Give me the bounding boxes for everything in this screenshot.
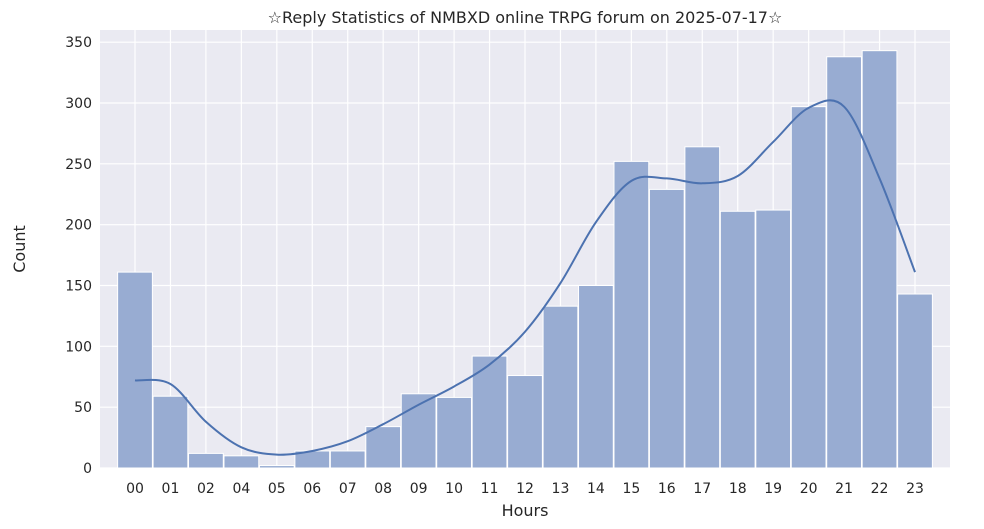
chart-title: ☆Reply Statistics of NMBXD online TRPG f… [268, 8, 783, 27]
histogram-bar [648, 188, 685, 469]
x-tick-label: 15 [622, 481, 640, 497]
y-tick-label: 200 [65, 218, 92, 234]
x-tick-label: 10 [445, 481, 463, 497]
x-tick-label: 20 [800, 481, 818, 497]
histogram-bar [400, 393, 437, 469]
histogram-bar [188, 452, 224, 469]
x-tick-label: 18 [729, 481, 747, 497]
histogram-bar [790, 106, 827, 469]
histogram-bar [471, 355, 508, 469]
histogram-bar [719, 210, 756, 469]
y-tick-labels: 0 50 100 150 200 250 300 350 [65, 35, 92, 477]
x-tick-label: 17 [693, 481, 711, 497]
y-tick-label: 100 [65, 339, 92, 355]
histogram-bar [897, 293, 933, 469]
x-tick-label: 11 [481, 481, 499, 497]
histogram-bar [329, 450, 366, 469]
y-tick-label: 350 [65, 35, 92, 51]
x-tick-label: 06 [303, 481, 321, 497]
x-tick-label: 21 [835, 481, 853, 497]
histogram-bar [117, 271, 153, 469]
x-tick-labels: 00 01 02 04 05 06 07 08 09 10 11 12 13 14 15 16 17 18 19 20… [126, 481, 924, 497]
x-tick-label: 07 [339, 481, 357, 497]
x-tick-label: 12 [516, 481, 534, 497]
histogram-bar [684, 146, 721, 469]
x-tick-label: 23 [906, 481, 924, 497]
histogram-bar [755, 209, 792, 469]
x-tick-label: 05 [268, 481, 286, 497]
y-axis-label: Count [10, 225, 29, 273]
histogram-bar [507, 375, 543, 469]
x-tick-label: 01 [162, 481, 180, 497]
x-tick-label: 09 [410, 481, 428, 497]
y-tick-label: 50 [74, 400, 92, 416]
histogram-bar [436, 396, 472, 469]
x-tick-label: 08 [374, 481, 392, 497]
y-tick-label: 300 [65, 96, 92, 112]
y-tick-label: 150 [65, 279, 92, 295]
histogram-bar [613, 160, 650, 469]
x-tick-label: 14 [587, 481, 605, 497]
x-tick-label: 16 [658, 481, 676, 497]
y-tick-label: 0 [83, 461, 92, 477]
x-tick-label: 22 [871, 481, 889, 497]
x-tick-label: 04 [232, 481, 250, 497]
x-tick-label: 02 [197, 481, 215, 497]
histogram-bar [258, 465, 295, 469]
x-tick-label: 13 [552, 481, 570, 497]
histogram-bar [578, 285, 614, 469]
kde-curve-layer [134, 99, 916, 456]
histogram-bar [223, 455, 260, 469]
bars [117, 50, 933, 469]
x-tick-label: 19 [764, 481, 782, 497]
histogram-bar [826, 56, 862, 469]
histogram-bar [365, 426, 402, 469]
histogram-bar [861, 50, 898, 469]
histogram-bar [152, 395, 189, 469]
y-tick-label: 250 [65, 157, 92, 173]
histogram-bar [542, 305, 579, 469]
x-axis-label: Hours [502, 501, 549, 520]
kde-curve [134, 99, 916, 456]
x-tick-label: 00 [126, 481, 144, 497]
